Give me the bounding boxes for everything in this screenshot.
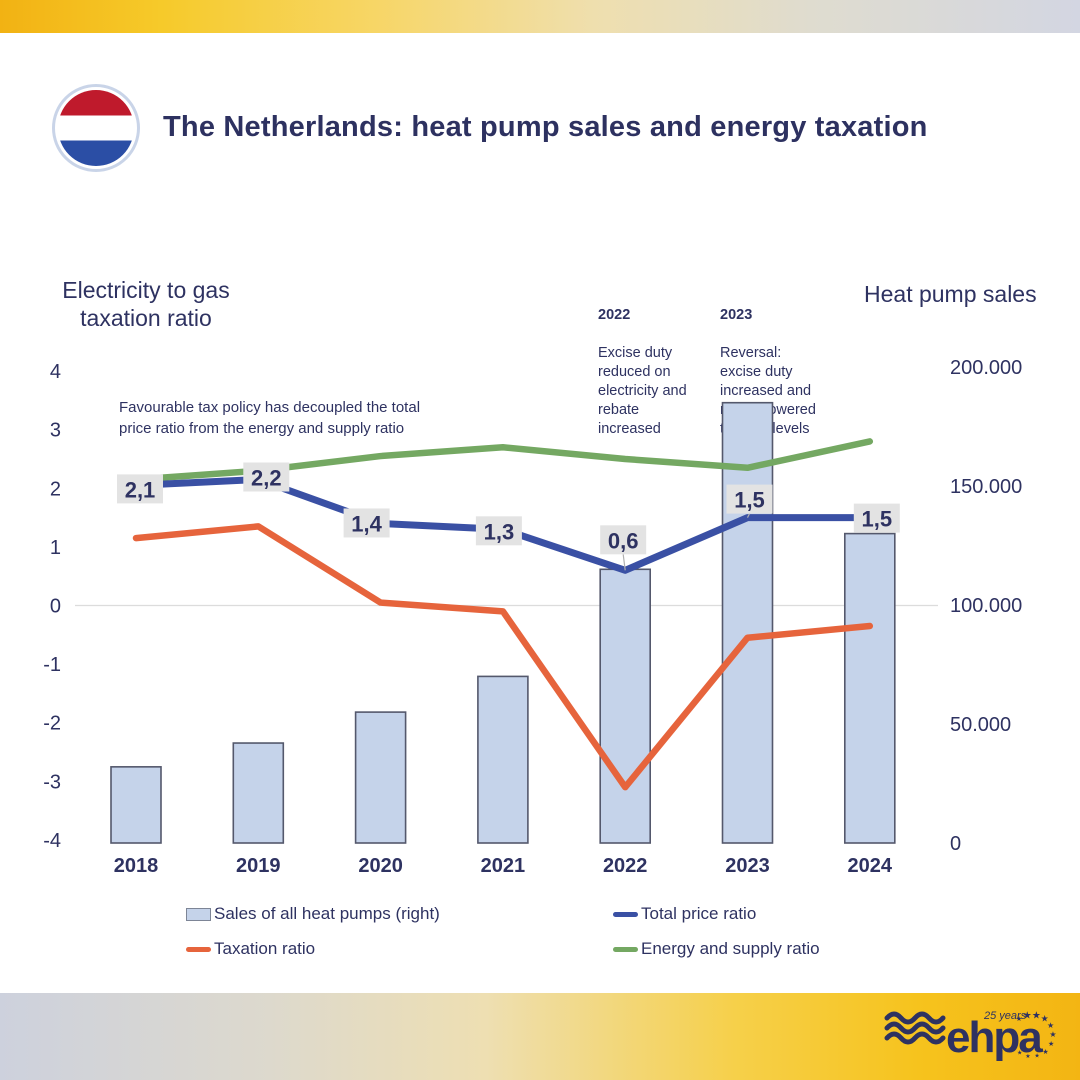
annotation-2023-year: 2023 <box>720 307 753 323</box>
top-gradient-band <box>0 0 1080 33</box>
x-label-2018: 2018 <box>114 855 159 877</box>
legend-item-energy-supply-ratio: Energy and supply ratio <box>613 936 820 962</box>
left-tick--3: -3 <box>43 771 61 793</box>
point-label-box <box>853 503 900 533</box>
bar-2020 <box>354 711 407 844</box>
point-label-2021: 1,3 <box>484 519 515 544</box>
waves-icon <box>884 1031 946 1045</box>
right-axis-ticks: 200.000 150.000 100.000 50.000 0 <box>950 357 1022 855</box>
point-label-2024: 1,5 <box>862 507 893 532</box>
eu-stars-icon: ★ <box>1025 1053 1030 1060</box>
total-price-ratio-point-labels: 2,1 2,2 1,4 1,3 0,6 1,5 1,5 <box>117 462 900 571</box>
legend-line-swatch-green <box>613 946 638 952</box>
eu-stars-icon: ★ <box>1023 1010 1032 1021</box>
left-tick-4: 4 <box>50 361 61 383</box>
point-label-box <box>343 508 390 538</box>
eu-stars-icon: ★ <box>1041 1014 1049 1024</box>
eu-stars-icon: ★ <box>1017 1049 1022 1056</box>
right-tick-50000: 50.000 <box>950 714 1011 736</box>
eu-stars-icon: ★ <box>1032 1010 1041 1021</box>
legend-label: Energy and supply ratio <box>641 939 820 958</box>
left-axis-ticks: 4 3 2 1 0 -1 -2 -3 -4 <box>43 361 61 852</box>
netherlands-flag-icon <box>52 84 140 172</box>
right-tick-0: 0 <box>950 833 961 855</box>
left-axis-title: Electricity to gas taxation ratio <box>62 277 230 331</box>
point-label-box <box>726 484 773 514</box>
eu-stars-icon: ★ <box>1048 1040 1054 1048</box>
left-tick--2: -2 <box>43 713 61 735</box>
point-label-box <box>475 516 522 546</box>
page-title: The Netherlands: heat pump sales and ene… <box>163 111 928 143</box>
legend-bar-swatch <box>186 907 211 921</box>
eu-stars-icon: ★ <box>1016 1015 1022 1023</box>
x-label-2020: 2020 <box>358 855 403 877</box>
point-label-box <box>600 525 647 555</box>
x-label-2021: 2021 <box>481 855 526 877</box>
left-tick-2: 2 <box>50 478 61 500</box>
eu-stars-icon: ★ <box>1049 1030 1056 1039</box>
point-label-2018: 2,1 <box>125 477 156 502</box>
eu-stars-icon: ★ <box>1042 1048 1048 1056</box>
bar-2019 <box>232 742 285 844</box>
annotation-favourable-tax-policy: Favourable tax policy has decoupled the … <box>119 399 421 437</box>
eu-stars-icon: ★ <box>1047 1021 1054 1030</box>
left-tick-0: 0 <box>50 596 61 618</box>
legend-label: Total price ratio <box>641 904 757 923</box>
left-tick-1: 1 <box>50 537 61 559</box>
eu-stars-icon: ★ <box>1034 1053 1039 1060</box>
legend-label: Taxation ratio <box>214 939 316 958</box>
left-tick--4: -4 <box>43 830 61 852</box>
bar-2023 <box>721 401 774 844</box>
annotation-2022: 2022 Excise duty reduced on electricity … <box>598 287 708 458</box>
point-label-box <box>117 474 163 504</box>
x-label-2023: 2023 <box>725 855 770 877</box>
x-label-2024: 2024 <box>848 855 893 877</box>
bar-2022 <box>599 568 652 844</box>
bar-2018 <box>110 766 162 844</box>
right-tick-100000: 100.000 <box>950 595 1022 617</box>
label-leader <box>622 554 626 571</box>
x-axis-labels: 2018 2019 2020 2021 2022 2023 2024 <box>114 855 893 877</box>
bar-2024 <box>843 532 896 844</box>
point-label-2022: 0,6 <box>608 528 639 553</box>
sales-bars <box>110 401 896 844</box>
point-label-box <box>243 462 290 492</box>
legend-item-taxation-ratio: Taxation ratio <box>186 936 315 962</box>
legend-item-total-price-ratio: Total price ratio <box>613 901 756 927</box>
ehpa-wordmark: ehpa <box>946 1013 1043 1062</box>
waves-icon <box>884 1021 946 1035</box>
right-tick-200000: 200.000 <box>950 357 1022 379</box>
waves-icon <box>884 1011 946 1025</box>
logo-25-years-label: 25 years <box>983 1010 1027 1022</box>
legend-item-sales: Sales of all heat pumps (right) <box>186 901 440 927</box>
label-leader <box>746 513 751 518</box>
bar-2021 <box>477 675 529 844</box>
bottom-gradient-band: ehpa 25 years ★ ★ ★ ★ ★ ★ ★ ★ ★ ★ ★ <box>0 993 1080 1080</box>
legend-label: Sales of all heat pumps (right) <box>214 904 440 923</box>
annotation-2022-text: Excise duty reduced on electricity and r… <box>598 345 687 437</box>
point-label-2019: 2,2 <box>251 466 282 491</box>
taxation-ratio-line <box>132 523 874 791</box>
x-label-2019: 2019 <box>236 855 281 877</box>
legend-line-swatch-orange <box>186 946 211 952</box>
x-label-2022: 2022 <box>603 855 648 877</box>
left-tick-3: 3 <box>50 420 61 442</box>
right-tick-150000: 150.000 <box>950 476 1022 498</box>
right-axis-title: Heat pump sales <box>864 281 1037 307</box>
netherlands-flag-stripes <box>58 90 134 166</box>
point-label-2020: 1,4 <box>351 511 382 536</box>
legend-line-swatch-blue <box>613 911 638 917</box>
point-label-2023: 1,5 <box>734 488 765 513</box>
left-tick--1: -1 <box>43 654 61 676</box>
annotation-2022-year: 2022 <box>598 307 631 323</box>
